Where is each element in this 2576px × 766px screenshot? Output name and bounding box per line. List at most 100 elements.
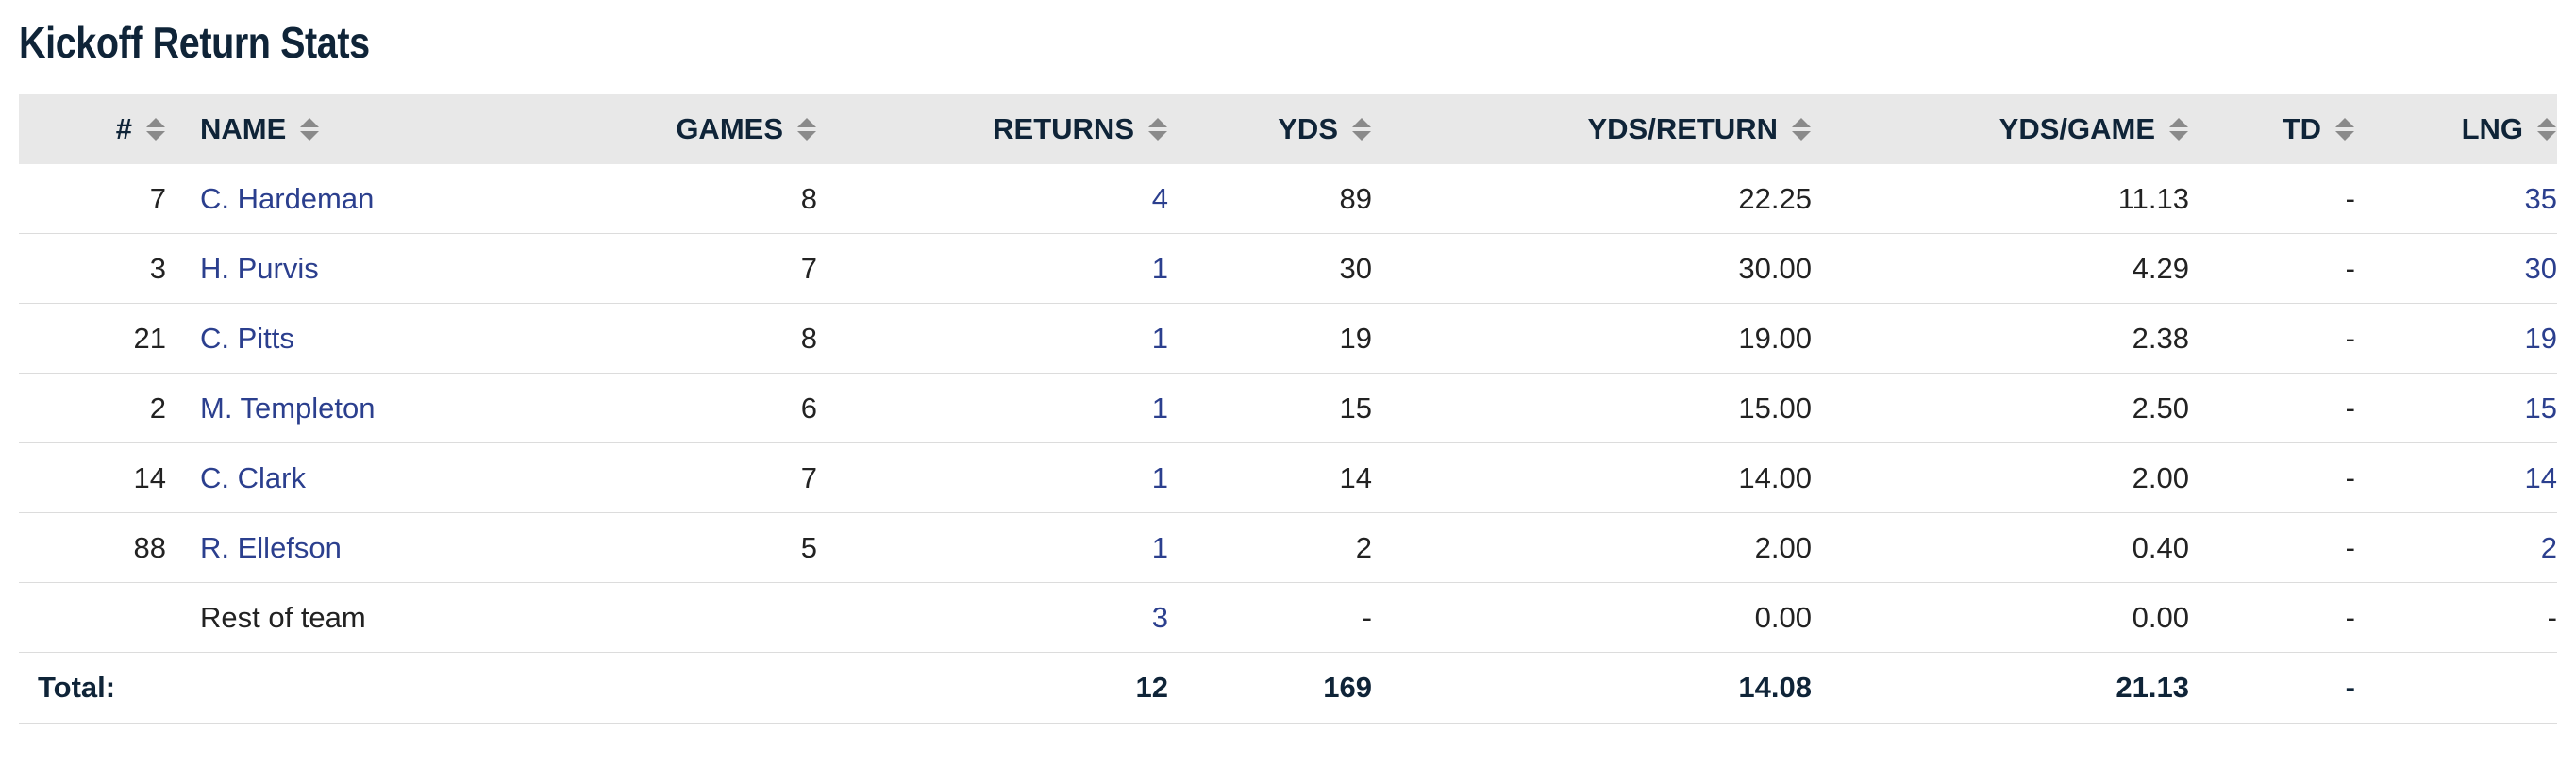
cell-yds-game: 2.38 [1812,303,2189,374]
sort-icon[interactable] [299,117,320,142]
cell-yds: 2 [1168,512,1372,583]
kickoff-return-table: # NAME GAMES RETURNS YDS YDS/RETURN YDS/… [19,94,2557,724]
sort-icon[interactable] [2334,117,2355,142]
column-header-yds[interactable]: YDS [1168,94,1372,164]
sort-icon[interactable] [145,117,166,142]
cell-yds: - [1168,582,1372,653]
player-link[interactable]: R. Ellefson [200,530,342,564]
lng-link[interactable]: 2 [2540,530,2557,564]
cell-td: - [2189,303,2355,374]
cell-returns: 1 [817,442,1168,513]
lng-link[interactable]: 19 [2524,321,2557,355]
table-row: 3 H. Purvis 7 1 30 30.00 4.29 - 30 [19,233,2557,304]
cell-returns: 1 [817,512,1168,583]
column-header-label: TD [2282,112,2321,145]
cell-yds: 19 [1168,303,1372,374]
cell-returns: 4 [817,164,1168,234]
column-header-num[interactable]: # [19,94,166,164]
player-link[interactable]: C. Clark [200,460,306,494]
cell-yds: 89 [1168,164,1372,234]
cell-yds-game: 4.29 [1812,233,2189,304]
cell-returns: 1 [817,233,1168,304]
returns-link[interactable]: 4 [1151,181,1168,215]
cell-yds-return: 15.00 [1372,373,1812,443]
total-label: Total: [19,652,493,724]
cell-lng: 35 [2355,164,2557,234]
player-link[interactable]: M. Templeton [200,391,376,425]
cell-num: 2 [19,373,166,443]
column-header-lng[interactable]: LNG [2355,94,2557,164]
cell-num: 7 [19,164,166,234]
cell-td: - [2189,512,2355,583]
sort-icon[interactable] [1351,117,1372,142]
cell-name: C. Hardeman [166,164,493,234]
lng-link[interactable]: 14 [2524,460,2557,494]
total-yds: 169 [1168,652,1372,724]
cell-games: 7 [493,233,817,304]
column-header-label: GAMES [676,112,783,145]
cell-num: 88 [19,512,166,583]
sort-icon[interactable] [2536,117,2557,142]
returns-link[interactable]: 1 [1151,321,1168,355]
cell-num: 14 [19,442,166,513]
column-header-td[interactable]: TD [2189,94,2355,164]
player-link[interactable]: C. Hardeman [200,181,375,215]
player-link[interactable]: H. Purvis [200,251,319,285]
cell-games [493,582,817,653]
cell-yds: 14 [1168,442,1372,513]
returns-link[interactable]: 3 [1151,600,1168,634]
cell-yds-return: 19.00 [1372,303,1812,374]
cell-games: 5 [493,512,817,583]
cell-name: Rest of team [166,582,493,653]
table-row: 88 R. Ellefson 5 1 2 2.00 0.40 - 2 [19,512,2557,583]
cell-yds-game: 2.50 [1812,373,2189,443]
total-row: Total: 12 169 14.08 21.13 - [19,652,2557,724]
sort-icon[interactable] [1791,117,1812,142]
column-header-returns[interactable]: RETURNS [817,94,1168,164]
cell-yds-return: 0.00 [1372,582,1812,653]
cell-lng: - [2355,582,2557,653]
column-header-games[interactable]: GAMES [493,94,817,164]
cell-games [493,652,817,724]
cell-lng: 2 [2355,512,2557,583]
cell-yds-game: 0.40 [1812,512,2189,583]
cell-games: 8 [493,164,817,234]
cell-name: M. Templeton [166,373,493,443]
column-header-yds-return[interactable]: YDS/RETURN [1372,94,1812,164]
sort-icon[interactable] [1147,117,1168,142]
sort-icon[interactable] [2168,117,2189,142]
returns-link[interactable]: 1 [1151,460,1168,494]
cell-yds-return: 2.00 [1372,512,1812,583]
column-header-label: YDS/RETURN [1587,112,1778,145]
lng-link[interactable]: 30 [2524,251,2557,285]
page-title: Kickoff Return Stats [19,18,370,67]
returns-link[interactable]: 1 [1151,251,1168,285]
cell-td: - [2189,442,2355,513]
table-row: 2 M. Templeton 6 1 15 15.00 2.50 - 15 [19,373,2557,443]
cell-lng: 15 [2355,373,2557,443]
cell-returns: 1 [817,373,1168,443]
column-header-label: # [115,112,132,145]
total-yds-game: 21.13 [1812,652,2189,724]
sort-icon[interactable] [796,117,817,142]
column-header-yds-game[interactable]: YDS/GAME [1812,94,2189,164]
cell-games: 6 [493,373,817,443]
lng-link[interactable]: 15 [2524,391,2557,425]
cell-td: - [2189,582,2355,653]
column-header-label: NAME [200,112,287,145]
table-row: 21 C. Pitts 8 1 19 19.00 2.38 - 19 [19,303,2557,374]
player-link[interactable]: C. Pitts [200,321,294,355]
total-lng [2355,652,2557,724]
cell-td: - [2189,373,2355,443]
lng-link[interactable]: 35 [2524,181,2557,215]
column-header-name[interactable]: NAME [166,94,493,164]
cell-games: 8 [493,303,817,374]
returns-link[interactable]: 1 [1151,530,1168,564]
cell-name: H. Purvis [166,233,493,304]
column-header-label: YDS [1278,112,1338,145]
cell-returns: 3 [817,582,1168,653]
returns-link[interactable]: 1 [1151,391,1168,425]
cell-yds-return: 14.00 [1372,442,1812,513]
table-header-row: # NAME GAMES RETURNS YDS YDS/RETURN YDS/… [19,94,2557,164]
